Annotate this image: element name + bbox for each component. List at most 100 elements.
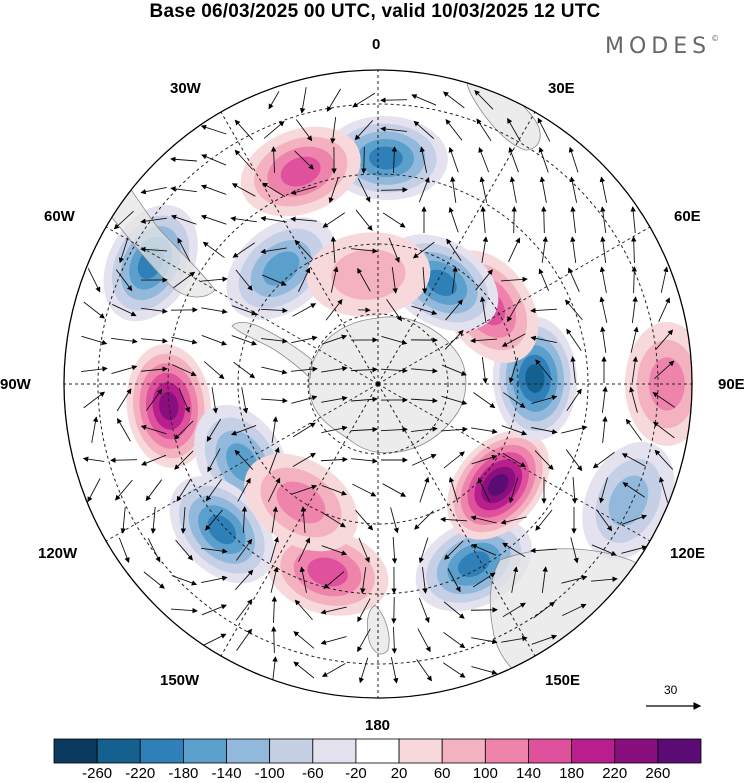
meridian-line xyxy=(105,383,379,542)
colorbar-swatch xyxy=(571,738,616,764)
colorbar-tick-label: 20 xyxy=(390,765,408,782)
colorbar-swatch xyxy=(226,738,271,764)
wind-vector xyxy=(659,476,669,503)
wind-vector xyxy=(471,454,498,465)
wind-vector xyxy=(201,604,227,616)
wind-vector xyxy=(444,540,464,560)
parallel-circle xyxy=(97,103,659,665)
wind-vector xyxy=(112,304,137,317)
anomaly-contour xyxy=(262,251,300,286)
wind-vector xyxy=(323,571,345,589)
wind-vector xyxy=(350,426,378,433)
antarctica-land xyxy=(308,316,467,454)
wind-vector xyxy=(117,417,131,442)
wind-vector xyxy=(261,366,288,375)
anomaly-contour xyxy=(608,475,649,527)
wind-vector xyxy=(410,397,438,404)
wind-vector xyxy=(412,241,435,259)
wind-vector xyxy=(566,328,582,352)
colorbar-swatch xyxy=(139,738,184,764)
wind-vector xyxy=(141,366,168,372)
wind-vector xyxy=(262,182,286,198)
wind-vector xyxy=(120,507,126,534)
colorbar-tick-label: 60 xyxy=(433,765,451,782)
wind-vector xyxy=(328,177,339,204)
wind-vector xyxy=(299,87,307,114)
wind-vector xyxy=(234,569,254,590)
anomaly-contour xyxy=(425,269,457,297)
wind-vector xyxy=(145,388,163,411)
wind-vector xyxy=(565,449,583,472)
wind-vector xyxy=(539,176,547,203)
wind-vector xyxy=(174,420,194,440)
colorbar-swatch xyxy=(657,738,702,764)
wind-vector xyxy=(295,119,313,142)
wind-vector xyxy=(448,146,459,173)
wind-vector xyxy=(200,184,227,195)
wind-vector xyxy=(87,478,101,503)
wind-vector xyxy=(391,267,398,294)
wind-vector xyxy=(418,537,429,564)
wind-vector xyxy=(236,628,252,651)
wind-vector xyxy=(294,150,314,170)
lon-label-90w: 90W xyxy=(0,376,31,393)
wind-vector xyxy=(652,392,675,408)
wind-vector xyxy=(354,120,374,141)
colorbar-tick-label: 180 xyxy=(559,765,585,782)
wind-vector xyxy=(508,237,521,262)
wind-vector xyxy=(411,94,437,106)
wind-vector xyxy=(480,296,487,323)
lon-label-150e: 150E xyxy=(545,672,581,689)
wind-vector xyxy=(322,512,346,528)
wind-vector xyxy=(325,299,343,321)
colorbar-swatch xyxy=(182,738,227,764)
wind-vector xyxy=(292,452,316,468)
wind-vector xyxy=(501,333,526,347)
wind-vector xyxy=(655,329,674,351)
wind-vector xyxy=(530,547,558,554)
brand-logo: MODES© xyxy=(605,34,719,59)
wind-vector xyxy=(630,326,639,353)
wind-vector xyxy=(570,356,576,383)
wind-vector xyxy=(541,206,547,234)
wind-vector xyxy=(570,537,579,564)
wind-vector xyxy=(241,506,248,534)
lon-label-60e: 60E xyxy=(674,208,701,225)
wind-vector xyxy=(630,206,636,233)
wind-vector xyxy=(599,296,608,323)
colorbar-swatch xyxy=(441,738,486,764)
wind-vector xyxy=(241,387,249,414)
wind-vector xyxy=(441,426,468,433)
wind-vector xyxy=(440,516,468,523)
map-boundary xyxy=(63,69,693,699)
wind-vector xyxy=(419,146,428,173)
wind-vector xyxy=(538,268,550,291)
wind-vector xyxy=(320,636,347,645)
wind-vector xyxy=(570,236,577,263)
wind-vector xyxy=(91,416,99,443)
wind-vector xyxy=(660,266,669,293)
wind-vector xyxy=(200,214,227,225)
wind-vector xyxy=(564,299,583,321)
madagascar-land xyxy=(613,109,634,155)
wind-vector xyxy=(601,386,608,413)
wind-vector xyxy=(200,124,227,135)
map-disc xyxy=(64,70,692,698)
wind-vector xyxy=(570,206,576,233)
colorbar-tick-label: -60 xyxy=(301,765,324,782)
colorbar-swatch xyxy=(484,738,529,764)
parallel-circle xyxy=(307,313,449,455)
wind-vector xyxy=(321,545,348,556)
wind-vector xyxy=(418,597,430,623)
wind-vector xyxy=(479,176,488,203)
wind-vector xyxy=(511,206,517,234)
wind-vector xyxy=(445,118,463,141)
wind-vector xyxy=(537,117,551,142)
wind-vector xyxy=(118,237,129,264)
wind-vector xyxy=(508,146,519,173)
wind-vector xyxy=(446,238,462,262)
wind-vector xyxy=(358,537,370,563)
wind-vector xyxy=(293,661,315,679)
wind-vector xyxy=(177,237,191,262)
colorbar-swatch xyxy=(398,738,443,764)
